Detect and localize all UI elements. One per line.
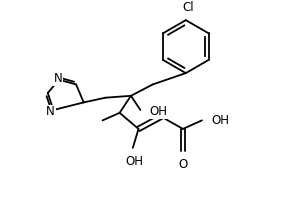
Text: O: O — [178, 158, 188, 171]
Text: OH: OH — [126, 155, 144, 168]
Text: OH: OH — [211, 114, 229, 127]
Text: N: N — [46, 105, 55, 118]
Text: N: N — [54, 72, 63, 85]
Text: OH: OH — [150, 105, 168, 118]
Text: Cl: Cl — [182, 1, 194, 14]
